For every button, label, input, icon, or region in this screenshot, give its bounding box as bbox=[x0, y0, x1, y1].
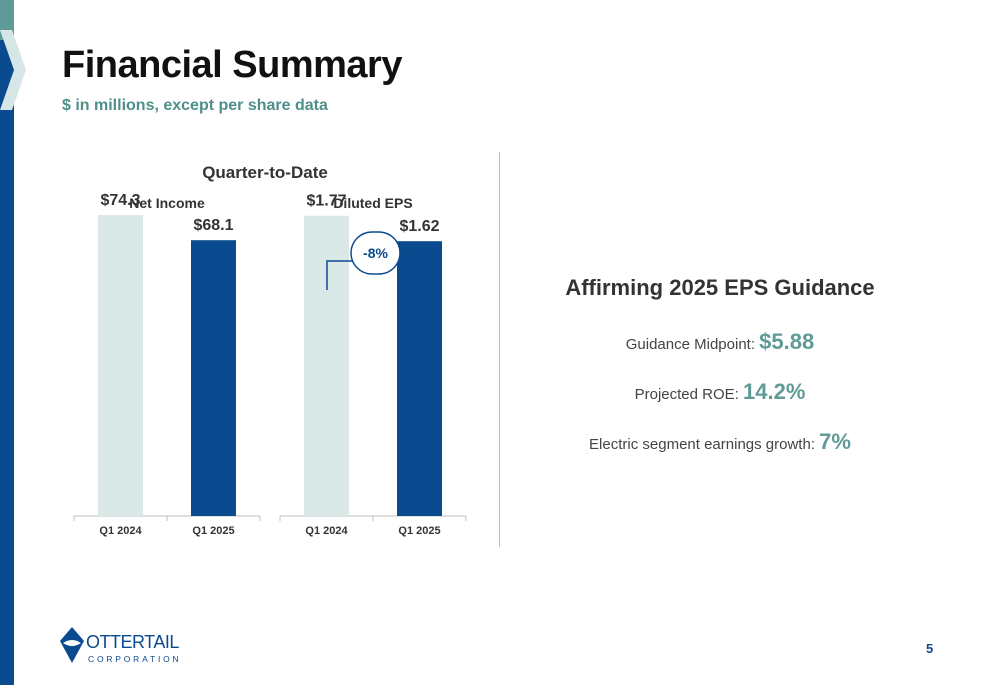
section-title: Quarter-to-Date bbox=[202, 163, 328, 182]
diluted-eps-chart: Diluted EPS$1.77 Q1 2024 $1.62 Q1 2025 bbox=[279, 193, 467, 537]
guidance-panel: Affirming 2025 EPS Guidance Guidance Mid… bbox=[520, 275, 920, 477]
electric-growth-label: Electric segment earnings growth: bbox=[589, 436, 815, 453]
guidance-midpoint-value: $5.88 bbox=[759, 329, 815, 354]
diluted-eps-category-label: Q1 2024 bbox=[305, 525, 348, 537]
diluted-eps-data-label: $1.62 bbox=[399, 218, 439, 235]
diluted-eps-category-label: Q1 2025 bbox=[398, 525, 440, 537]
guidance-midpoint-label: Guidance Midpoint: bbox=[625, 336, 755, 353]
change-badge bbox=[350, 231, 401, 275]
left-accent-bar bbox=[0, 0, 14, 685]
guidance-midpoint: Guidance Midpoint: $5.88 bbox=[520, 327, 920, 357]
electric-growth: Electric segment earnings growth: 7% bbox=[520, 427, 920, 457]
net-income-bar bbox=[98, 215, 143, 516]
diluted-eps-data-label: $1.77 bbox=[306, 193, 346, 210]
logo-name: OTTERTAIL bbox=[86, 632, 179, 652]
guidance-title: Affirming 2025 EPS Guidance bbox=[565, 275, 875, 300]
logo-subtitle: CORPORATION bbox=[88, 654, 181, 664]
logo-wave-icon bbox=[63, 640, 81, 646]
electric-growth-value: 7% bbox=[819, 429, 851, 454]
diluted-eps-bar bbox=[397, 241, 442, 516]
net-income-chart: Net Income$74.3 Q1 2024 $68.1 Q1 2025 bbox=[73, 192, 261, 537]
net-income-category-label: Q1 2024 bbox=[99, 525, 142, 537]
change-bracket: -8% bbox=[326, 231, 417, 290]
change-badge-label: -8% bbox=[363, 245, 388, 261]
vertical-divider bbox=[499, 152, 500, 547]
projected-roe-label: Projected ROE: bbox=[634, 386, 739, 403]
net-income-data-label: $68.1 bbox=[193, 217, 233, 234]
net-income-bar bbox=[191, 240, 236, 516]
net-income-data-label: $74.3 bbox=[100, 192, 140, 209]
quarter-to-date-charts: Quarter-to-Date Net Income$74.3 Q1 2024 $6… bbox=[73, 163, 467, 537]
net-income-category-label: Q1 2025 bbox=[192, 525, 234, 537]
net-income-chart-title: Net Income bbox=[129, 195, 205, 211]
page-number: 5 bbox=[926, 641, 934, 656]
diluted-eps-chart-title: Diluted EPS bbox=[333, 195, 412, 211]
page-subtitle: $ in millions, except per share data bbox=[62, 97, 328, 114]
chevron-decoration bbox=[0, 30, 26, 110]
projected-roe: Projected ROE: 14.2% bbox=[520, 377, 920, 407]
projected-roe-value: 14.2% bbox=[743, 379, 806, 404]
company-logo: OTTERTAIL CORPORATION bbox=[60, 627, 181, 664]
page-title: Financial Summary bbox=[62, 44, 402, 86]
